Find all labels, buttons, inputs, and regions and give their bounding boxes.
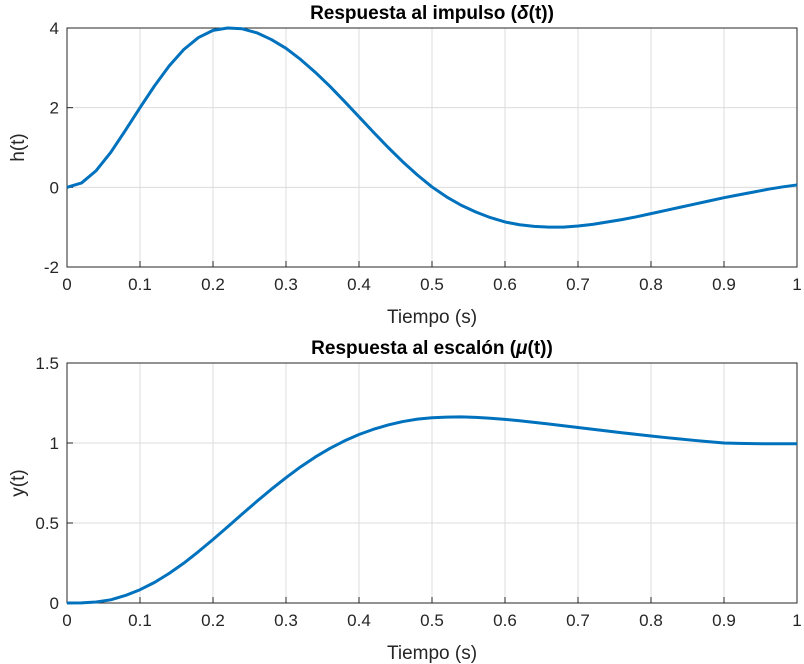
step-response-plot: 0 0.1 0.2 0.3 0.4 0.5 0.6 0.7 0.8 0.9 1 0 0.5 1 1.5 Re… (8, 338, 802, 664)
step-xtick-label: 0.4 (347, 611, 371, 630)
impulse-plot-title: Respuesta al impulso (δ(t)) (310, 3, 554, 24)
step-xtick-label: 0.5 (420, 611, 444, 630)
step-xtick-label: 0.8 (639, 611, 663, 630)
impulse-xtick-label: 0.6 (493, 275, 517, 294)
step-xtick-label: 0.6 (493, 611, 517, 630)
impulse-xtick-label: 0.9 (712, 275, 736, 294)
step-xtick-label: 0.2 (201, 611, 225, 630)
impulse-xtick-label: 0.8 (639, 275, 663, 294)
impulse-ytick-label: 0 (50, 178, 59, 197)
step-xtick-label: 1 (792, 611, 801, 630)
impulse-xtick-label: 0.4 (347, 275, 371, 294)
step-xtick-label: 0.3 (274, 611, 298, 630)
impulse-xtick-label: 0.1 (128, 275, 152, 294)
impulse-xtick-label: 0 (62, 275, 71, 294)
step-xtick-label: 0.7 (566, 611, 590, 630)
step-ytick-label: 1.5 (35, 354, 59, 373)
step-xtick-label: 0.1 (128, 611, 152, 630)
step-ytick-label: 0 (50, 594, 59, 613)
impulse-xtick-label: 0.5 (420, 275, 444, 294)
step-ytick-label: 0.5 (35, 514, 59, 533)
step-plot-title: Respuesta al escalón (μ(t)) (311, 338, 553, 359)
step-xtick-label: 0.9 (712, 611, 736, 630)
step-ytick-label: 1 (50, 434, 59, 453)
impulse-xtick-label: 0.7 (566, 275, 590, 294)
impulse-xtick-label: 0.3 (274, 275, 298, 294)
impulse-ytick-label: 4 (50, 19, 59, 38)
impulse-xtick-label: 0.2 (201, 275, 225, 294)
impulse-ytick-label: 2 (50, 99, 59, 118)
impulse-ytick-label: -2 (44, 258, 59, 277)
step-response-curve (66, 415, 797, 605)
step-plot-xlabel: Tiempo (s) (387, 643, 477, 664)
impulse-plot-xlabel: Tiempo (s) (387, 307, 477, 328)
step-plot-ylabel: y(t) (8, 469, 29, 496)
impulse-plot-ylabel: h(t) (8, 133, 29, 162)
impulse-response-curve (66, 26, 798, 229)
step-xtick-label: 0 (62, 611, 71, 630)
impulse-xtick-label: 1 (792, 275, 801, 294)
